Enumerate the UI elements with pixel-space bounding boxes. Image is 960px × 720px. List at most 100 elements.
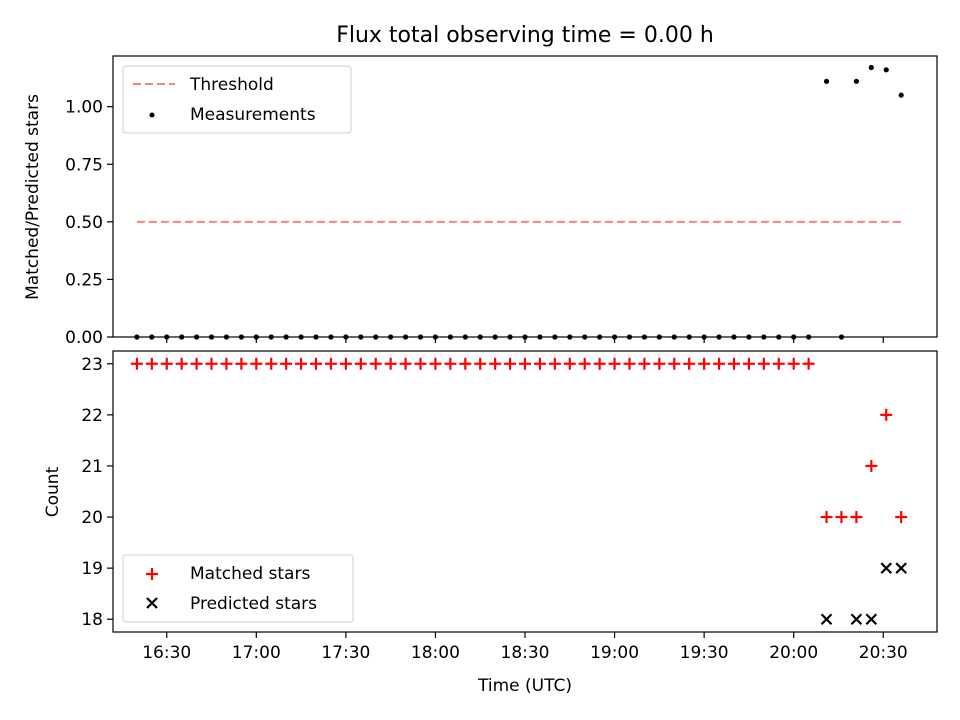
legend-matched-marker bbox=[146, 568, 158, 580]
predicted-star-stroke bbox=[850, 613, 863, 626]
x-axis-label: Time (UTC) bbox=[477, 676, 572, 696]
measurement-point bbox=[883, 67, 889, 73]
matched-star-point bbox=[742, 357, 755, 370]
bottom-y-axis-label: Count bbox=[43, 466, 63, 517]
ratio-panel: Matched/Predicted stars 0.00 0.25 0.50 0.75… bbox=[23, 55, 938, 348]
x-tick-label: 18:00 bbox=[411, 643, 460, 663]
bottom-y-tick-label: 21 bbox=[81, 457, 103, 477]
matched-star-point bbox=[235, 357, 248, 370]
top-y-tick-label: 0.75 bbox=[65, 155, 103, 175]
top-y-ticks: 0.00 0.25 0.50 0.75 1.00 bbox=[65, 98, 113, 348]
matched-star-point bbox=[895, 511, 908, 524]
matched-star-point bbox=[865, 459, 878, 472]
x-tick-label: 19:00 bbox=[590, 643, 639, 663]
matched-star-point bbox=[429, 357, 442, 370]
predicted-star-point bbox=[850, 613, 863, 626]
bottom-y-tick-label: 22 bbox=[81, 406, 103, 426]
bottom-y-ticks: 18 19 20 21 22 23 bbox=[81, 355, 113, 630]
top-y-tick-label: 0.50 bbox=[65, 213, 103, 233]
matched-star-point bbox=[339, 357, 352, 370]
matched-star-point bbox=[850, 511, 863, 524]
matched-star-point bbox=[504, 357, 517, 370]
matched-star-point bbox=[757, 357, 770, 370]
matched-star-point bbox=[399, 357, 412, 370]
matched-star-point bbox=[474, 357, 487, 370]
legend-predicted-marker bbox=[146, 597, 158, 609]
top-legend: Threshold Measurements bbox=[122, 65, 352, 134]
matched-star-point bbox=[250, 357, 263, 370]
matched-star-point bbox=[354, 357, 367, 370]
x-tick-label: 17:30 bbox=[321, 643, 370, 663]
chart-title: Flux total observing time = 0.00 h bbox=[336, 23, 714, 48]
bottom-axes-frame bbox=[112, 350, 938, 633]
matched-star-point bbox=[265, 357, 278, 370]
matched-star-point bbox=[802, 357, 815, 370]
predicted-star-stroke bbox=[865, 613, 878, 626]
predicted-star-point bbox=[820, 613, 833, 626]
bottom-y-tick-label: 23 bbox=[81, 355, 103, 375]
top-axes-frame bbox=[112, 55, 938, 338]
legend-measurements-marker bbox=[149, 112, 155, 118]
legend-measurements-label: Measurements bbox=[190, 105, 316, 125]
matched-star-point bbox=[310, 357, 323, 370]
legend-matched-label: Matched stars bbox=[190, 564, 310, 584]
top-x-ticks bbox=[166, 337, 884, 343]
top-y-axis-label: Matched/Predicted stars bbox=[23, 94, 43, 300]
matched-star-point bbox=[548, 357, 561, 370]
x-tick-label: 18:30 bbox=[501, 643, 550, 663]
bottom-y-tick-label: 18 bbox=[81, 610, 103, 630]
matched-star-point bbox=[369, 357, 382, 370]
matched-star-point bbox=[384, 357, 397, 370]
matched-star-point bbox=[324, 357, 337, 370]
legend-predicted-label: Predicted stars bbox=[190, 594, 317, 614]
matched-star-point bbox=[280, 357, 293, 370]
matched-star-point bbox=[727, 357, 740, 370]
top-y-tick-label: 0.25 bbox=[65, 270, 103, 290]
top-legend-box bbox=[122, 65, 352, 134]
top-y-tick-label: 1.00 bbox=[65, 98, 103, 118]
matched-star-point bbox=[880, 408, 893, 421]
bottom-y-tick-label: 19 bbox=[81, 559, 103, 579]
top-y-tick-label: 0.00 bbox=[65, 328, 103, 348]
x-tick-label: 20:00 bbox=[769, 643, 818, 663]
predicted-star-stroke bbox=[895, 562, 907, 574]
bottom-plot-area bbox=[130, 357, 908, 626]
matched-star-point bbox=[787, 357, 800, 370]
predicted-star-stroke bbox=[820, 613, 833, 626]
matched-star-point bbox=[444, 357, 457, 370]
matched-star-point bbox=[459, 357, 472, 370]
matched-star-point bbox=[130, 357, 143, 370]
matched-star-point bbox=[668, 357, 681, 370]
matched-star-point bbox=[608, 357, 621, 370]
x-tick-label: 19:30 bbox=[680, 643, 729, 663]
predicted-star-point bbox=[880, 562, 893, 574]
measurement-point bbox=[853, 78, 859, 84]
matched-star-point bbox=[835, 511, 848, 524]
matched-star-point bbox=[160, 357, 173, 370]
x-tick-label: 17:00 bbox=[232, 643, 281, 663]
legend-threshold-label: Threshold bbox=[189, 75, 274, 95]
matched-star-point bbox=[563, 357, 576, 370]
matched-star-point bbox=[593, 357, 606, 370]
matched-star-point bbox=[190, 357, 203, 370]
matched-star-point bbox=[698, 357, 711, 370]
matched-star-point bbox=[653, 357, 666, 370]
x-tick-label: 16:30 bbox=[142, 643, 191, 663]
matched-star-point bbox=[638, 357, 651, 370]
matched-star-point bbox=[220, 357, 233, 370]
matched-star-point bbox=[295, 357, 308, 370]
matched-star-point bbox=[578, 357, 591, 370]
measurement-point bbox=[823, 78, 830, 84]
matched-star-point bbox=[175, 357, 188, 370]
predicted-star-stroke bbox=[880, 562, 893, 574]
matched-star-point bbox=[414, 357, 427, 370]
matched-star-point bbox=[820, 511, 833, 524]
matched-star-point bbox=[205, 357, 218, 370]
measurement-point bbox=[898, 92, 904, 98]
predicted-star-point bbox=[895, 562, 907, 574]
matched-star-point bbox=[623, 357, 636, 370]
x-tick-label: 20:30 bbox=[859, 643, 908, 663]
bottom-legend: Matched stars Predicted stars bbox=[122, 554, 354, 623]
matched-star-point bbox=[683, 357, 696, 370]
